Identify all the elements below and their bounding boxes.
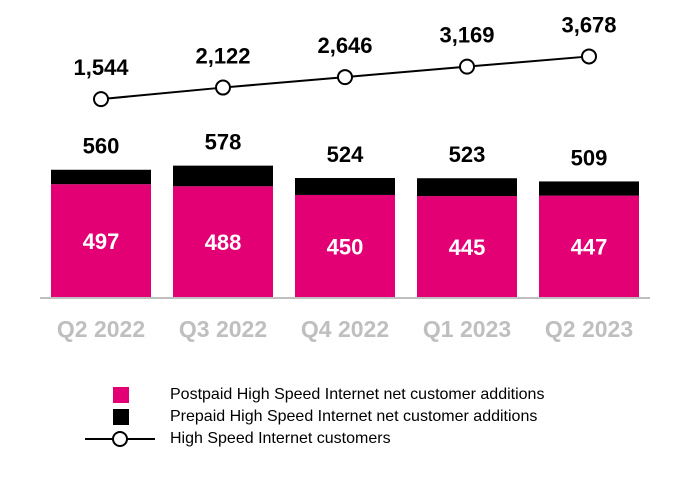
bar-segment [539,181,639,196]
legend-label: High Speed Internet customers [170,430,391,447]
legend-swatch [113,409,129,425]
legend-label: Postpaid High Speed Internet net custome… [170,386,544,403]
legend-label: Prepaid High Speed Internet net customer… [170,408,537,425]
x-tick-label: Q2 2023 [545,316,633,342]
x-tick-label: Q2 2022 [57,316,145,342]
total-label: 523 [449,142,486,167]
line-marker [459,58,475,75]
bar-segment [417,196,517,298]
bar-segment [295,178,395,195]
line-value-label: 1,544 [73,55,129,80]
line-value-label: 3,169 [439,22,494,47]
total-label: 560 [83,134,120,159]
legend-swatch [113,387,129,403]
x-tick-label: Q1 2023 [423,316,511,342]
bar-segment [417,178,517,197]
total-label: 524 [327,142,364,167]
line-marker [337,69,353,86]
bar-value-label: 447 [571,235,608,260]
line-value-label: 2,122 [195,43,250,68]
line-marker [581,48,597,65]
bar-segment [539,195,639,298]
line-marker [93,91,109,108]
bar-value-label: 445 [449,235,486,260]
line-marker [215,79,231,96]
legend-marker [112,431,128,447]
line-value-label: 2,646 [317,33,372,58]
bar-segment [51,184,151,298]
total-label: 509 [571,145,608,170]
x-tick-label: Q3 2022 [179,316,267,342]
bar-segment [173,186,273,298]
bar-segment [51,169,151,185]
bar-segment [295,194,395,298]
bar-value-label: 488 [205,230,242,255]
bar-value-label: 497 [83,229,120,254]
x-tick-label: Q4 2022 [301,316,389,342]
bar-segment [173,165,273,187]
total-label: 578 [205,129,242,154]
bar-value-label: 450 [327,234,364,259]
line-value-label: 3,678 [561,12,616,37]
